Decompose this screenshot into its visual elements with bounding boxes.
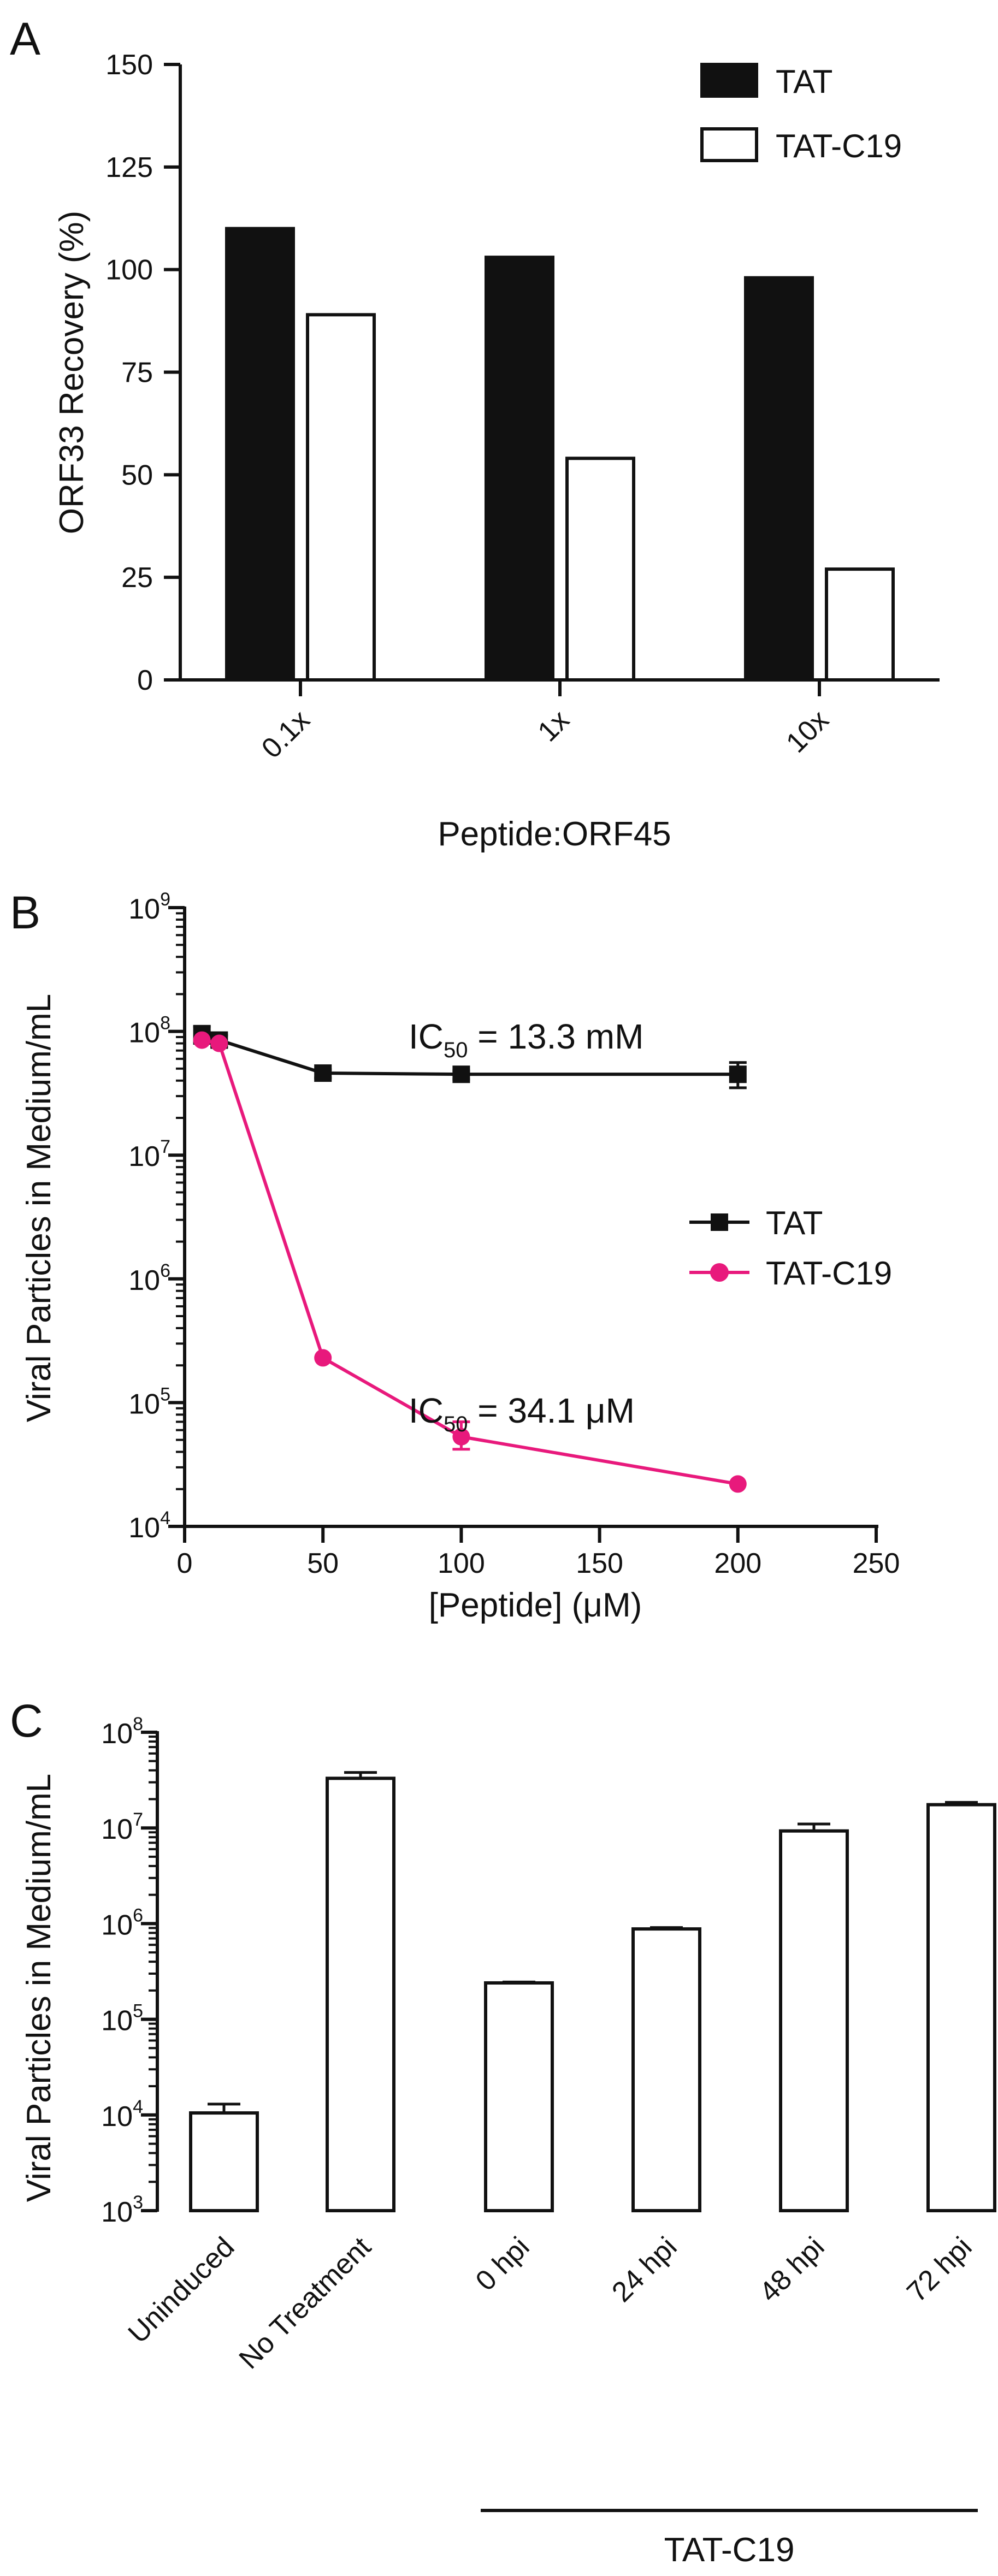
panel-a-ytick-label: 0 [137,665,153,696]
legend-marker-tat [711,1213,728,1231]
panel-b-ytick-label: 107 [128,1136,170,1172]
legend-swatch-tat-c19 [700,127,758,162]
panel-b-point-tat-c19 [314,1349,332,1367]
panel-c-y-title: Viral Particles in Medium/mL [20,1774,58,2202]
panel-b-point-tat-c19 [729,1475,747,1493]
panel-b-point-tat [314,1064,332,1082]
legend-label-b-tat: TAT [766,1205,823,1241]
panel-b: B 104 105 106 107 108 109 0 50 100 150 200 250 Vir… [10,887,900,1624]
panel-b-point-tat-c19 [193,1031,211,1049]
panel-b-xtick-label: 100 [438,1548,485,1579]
panel-a-bar-tat-10x [744,276,814,682]
panel-c-ytick-label: 107 [101,1809,143,1845]
panel-b-ytick-label: 109 [128,889,170,925]
panel-a-bar-tat-1x [485,256,554,682]
panel-a-bar-tat-c19-0.1x [306,313,376,682]
panel-a-xtick-label: 10x [780,704,835,759]
panel-b-ytick-label: 106 [128,1260,170,1296]
panel-b-xtick-label: 250 [853,1548,900,1579]
panel-b-letter: B [10,887,40,938]
panel-b-point-tat-c19 [210,1034,228,1052]
panel-a-xtick-label: 0.1x [256,704,316,765]
panel-b-xtick-label: 0 [177,1548,193,1579]
panel-a-bar-tat-c19-10x [825,567,895,682]
panel-b-xtick-label: 50 [307,1548,339,1579]
panel-c-letter: C [10,1695,43,1746]
panel-b-point-tat [729,1065,747,1083]
panel-a-ytick-label: 75 [121,357,153,389]
panel-c-xtick-label: 72 hpi [901,2231,978,2308]
panel-a-xtick-label: 1x [532,704,576,748]
panel-c-bar-0-hpi [484,1981,554,2213]
panel-b-point-tat-c19 [452,1428,470,1446]
panel-b-x-title: [Peptide] (μM) [429,1586,642,1624]
legend-label-tat-c19: TAT-C19 [776,128,902,164]
panel-c-xtick-label: 48 hpi [753,2231,830,2308]
ic50-annotation-tat-c19: IC50 = 34.1 μM [409,1391,635,1436]
legend-label-b-tat-c19: TAT-C19 [766,1255,892,1292]
legend-label-tat: TAT [776,63,832,100]
panel-c-bar-24-hpi [631,1927,701,2213]
panel-c-xtick-label: 24 hpi [606,2231,683,2308]
legend-swatch-tat [700,63,758,98]
group-label-tat-c19: TAT-C19 [664,2531,795,2569]
panel-b-xtick-label: 200 [714,1548,761,1579]
panel-a-ytick-label: 125 [105,152,153,183]
panel-c-ytick-label: 103 [101,2192,143,2228]
panel-c-xtick-label: No Treatment [233,2231,377,2375]
legend-marker-tat-c19 [710,1263,729,1282]
panel-a-ytick-label: 150 [105,49,153,81]
panel-a-x-title: Peptide:ORF45 [438,815,671,853]
ic50-annotation-tat: IC50 = 13.3 mM [409,1017,643,1062]
panel-c-ytick-label: 108 [101,1714,143,1750]
panel-c-ytick-label: 106 [101,1905,143,1941]
panel-a-y-title: ORF33 Recovery (%) [53,211,91,535]
panel-a-ytick-label: 50 [121,459,153,491]
panel-a-bar-tat-0.1x [225,227,295,682]
panel-c-bar-48-hpi [779,1829,849,2212]
panel-c-ytick-label: 105 [101,2001,143,2037]
panel-c-ytick-label: 104 [101,2097,143,2133]
panel-c-bar-no-treatment [326,1776,395,2213]
panel-c-bar-uninduced [189,2111,259,2213]
panel-b-ytick-label: 108 [128,1013,170,1049]
panel-a-ytick-label: 25 [121,562,153,594]
panel-a: A 0 25 50 75 100 125 150 0.1x 1x 10x ORF33 Recov… [10,13,940,853]
panel-a-letter: A [10,13,40,64]
panel-a-ytick-label: 100 [105,254,153,286]
panel-b-point-tat [452,1065,470,1083]
panel-c-xtick-label: 0 hpi [470,2231,536,2297]
panel-a-bar-tat-c19-1x [565,457,635,682]
panel-b-ytick-label: 104 [128,1508,170,1544]
panel-c-xtick-label: Uninduced [122,2231,241,2349]
panel-b-ytick-label: 105 [128,1384,170,1420]
panel-b-y-title: Viral Particles in Medium/mL [20,994,58,1422]
panel-b-xtick-label: 150 [576,1548,623,1579]
panel-c-bar-72-hpi [926,1803,996,2212]
